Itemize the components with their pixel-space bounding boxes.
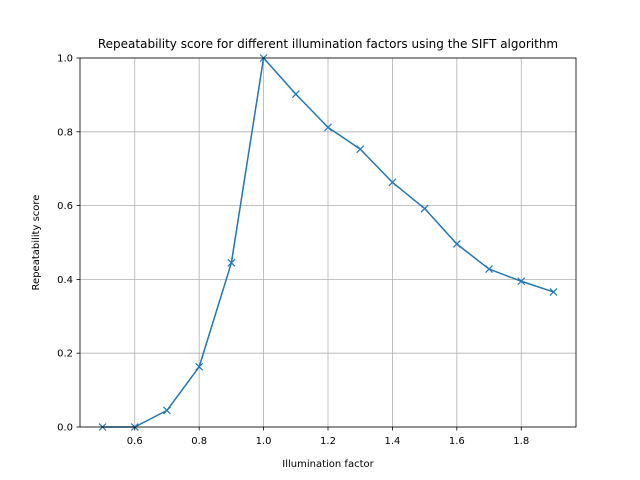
data-point-marker <box>324 123 332 132</box>
series-layer <box>98 54 558 431</box>
data-point-marker <box>452 240 461 248</box>
x-tick-label: 1.4 <box>384 436 400 447</box>
data-point-marker <box>291 90 300 99</box>
x-axis-label: Illumination factor <box>282 459 374 470</box>
data-point-marker <box>195 362 204 371</box>
x-tick-label: 0.8 <box>191 436 207 447</box>
data-point-marker <box>485 265 493 273</box>
x-tick-label: 1.0 <box>256 436 272 447</box>
data-point-marker <box>517 277 526 286</box>
y-tick-label: 0.6 <box>57 201 73 212</box>
data-point-marker <box>163 406 171 415</box>
y-tick-label: 0.0 <box>57 423 73 434</box>
data-point-marker <box>420 204 429 213</box>
data-point-marker <box>356 145 365 154</box>
y-tick-label: 1.0 <box>57 54 73 65</box>
x-tick-label: 1.6 <box>449 436 465 447</box>
y-tick-label: 0.8 <box>57 127 73 138</box>
y-tick-label: 0.2 <box>57 349 73 360</box>
data-point-marker <box>549 288 558 296</box>
x-tick-label: 1.8 <box>513 436 529 447</box>
ticks: 0.6 0.8 1.0 1.2 1.4 1.6 1.8 0.0 0.2 0.4 0.6 0.8 1.0 <box>57 54 529 448</box>
x-tick-label: 1.2 <box>320 436 336 447</box>
x-tick-label: 0.6 <box>127 436 143 447</box>
chart-title: Repeatability score for different illumi… <box>98 37 558 51</box>
y-axis-label: Repeatability score <box>31 195 42 291</box>
data-point-marker <box>227 258 236 267</box>
y-tick-label: 0.4 <box>57 275 73 286</box>
data-point-marker <box>388 178 397 187</box>
